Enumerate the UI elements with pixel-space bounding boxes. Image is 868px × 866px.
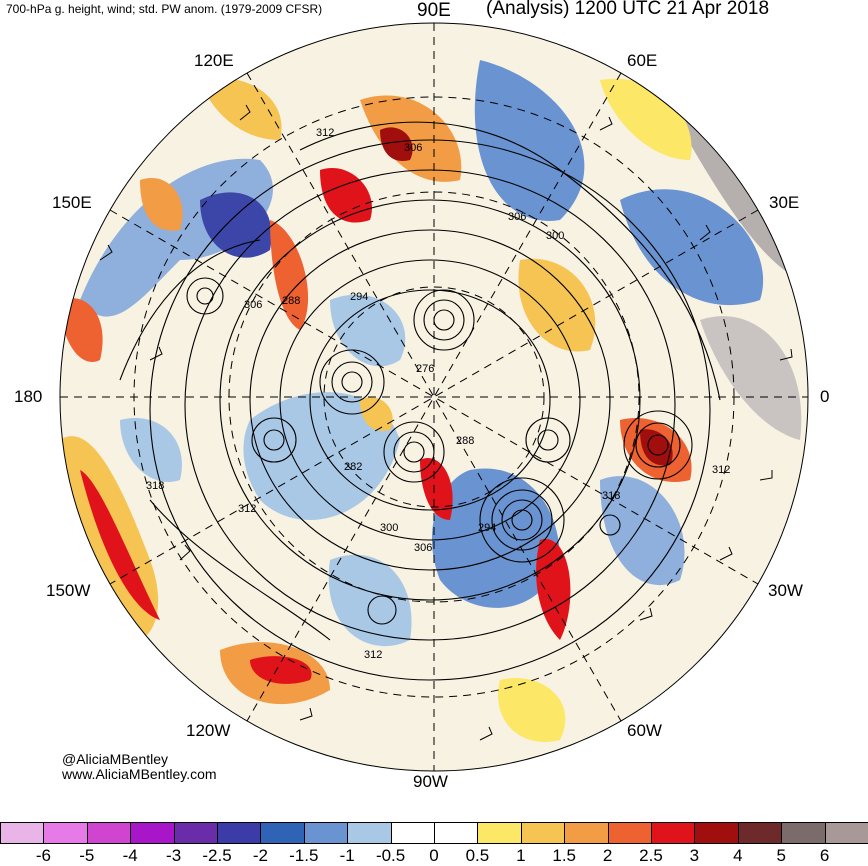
colorbar-tick-label: -0.5 xyxy=(375,846,406,865)
lon-label-180: 180 xyxy=(14,387,43,406)
lon-label-30e: 30E xyxy=(769,193,800,212)
contour-label: 306 xyxy=(414,542,432,554)
colorbar-tick-label: 3 xyxy=(689,846,700,865)
colorbar-tick-label: 6 xyxy=(819,846,830,865)
lon-label-120e: 120E xyxy=(194,51,234,70)
colorbar-tick-label: -3 xyxy=(166,846,182,865)
map-title: 700-hPa g. height, wind; std. PW anom. (… xyxy=(6,2,323,16)
colorbar-box xyxy=(173,822,218,844)
lon-label-90w: 90W xyxy=(413,772,448,791)
contour-label: 306 xyxy=(508,211,526,223)
contour-label: 318 xyxy=(146,480,164,492)
contour-label: 312 xyxy=(712,464,730,476)
colorbar-box xyxy=(824,822,868,844)
colorbar-box xyxy=(651,822,696,844)
colorbar-tick-label: -2 xyxy=(252,846,268,865)
colorbar-box xyxy=(86,822,132,844)
colorbar-tick-label: 2.5 xyxy=(639,846,663,865)
contour-label: 276 xyxy=(416,363,434,375)
colorbar-box xyxy=(564,822,609,844)
contour-label: 288 xyxy=(282,295,300,307)
colorbar-tick-label: -1 xyxy=(339,846,355,865)
anomaly-field xyxy=(60,23,808,771)
lon-label-120w: 120W xyxy=(186,721,231,740)
lon-label-90e: 90E xyxy=(417,0,451,21)
lon-label-60e: 60E xyxy=(627,51,658,70)
colorbar-tick-label: 0 xyxy=(429,846,439,865)
analysis-time: (Analysis) 1200 UTC 21 Apr 2018 xyxy=(486,0,770,19)
colorbar-tick-label: -5 xyxy=(79,846,95,865)
colorbar-tick-label: 2 xyxy=(602,846,613,865)
colorbar-box xyxy=(737,822,783,844)
colorbar-box xyxy=(217,822,262,844)
lon-label-60w: 60W xyxy=(627,721,662,740)
colorbar-tick-label: 5 xyxy=(776,846,786,865)
colorbar-tick-label: -1.5 xyxy=(289,846,319,865)
colorbar-box xyxy=(781,822,826,844)
contour-label: 294 xyxy=(478,522,496,534)
colorbar-tick-label: 1 xyxy=(516,846,526,865)
contour-label: 312 xyxy=(316,127,334,139)
colorbar-box xyxy=(0,822,45,844)
colorbar-box xyxy=(260,822,305,844)
colorbar-tick-label: -4 xyxy=(122,846,138,865)
colorbar-box xyxy=(520,822,566,844)
colorbar-tick-label: -6 xyxy=(35,846,51,865)
contour-label: 300 xyxy=(380,522,398,534)
colorbar-box xyxy=(347,822,392,844)
lon-label-150e: 150E xyxy=(52,193,92,212)
contour-label: 318 xyxy=(602,490,620,502)
contour-label: 312 xyxy=(364,649,382,661)
colorbar-tick-label: 0.5 xyxy=(465,846,490,865)
contour-label: 300 xyxy=(546,230,564,242)
colorbar-box xyxy=(130,822,175,844)
lon-label-30w: 30W xyxy=(768,581,803,600)
lon-label-0: 0 xyxy=(820,387,830,406)
credit-handle: @AliciaMBentley xyxy=(62,751,169,767)
colorbar-box xyxy=(477,822,522,844)
colorbar-box xyxy=(303,822,349,844)
lon-label-150w: 150W xyxy=(46,581,91,600)
colorbar-box xyxy=(434,822,479,844)
contour-label: 306 xyxy=(404,142,422,154)
contour-label: 294 xyxy=(350,291,368,303)
colorbar-box xyxy=(390,822,435,844)
colorbar-tick-label: 4 xyxy=(733,846,743,865)
contour-label: 306 xyxy=(244,299,262,311)
credit-website: www.AliciaMBentley.com xyxy=(62,766,217,782)
colorbar-tick-label: 1.5 xyxy=(552,846,577,865)
contour-label: 312 xyxy=(238,503,256,515)
colorbar-box xyxy=(607,822,652,844)
contour-label: 282 xyxy=(344,461,362,473)
colorbar-box xyxy=(694,822,739,844)
contour-label: 288 xyxy=(456,435,474,447)
colorbar-box xyxy=(43,822,88,844)
colorbar-tick-label: -2.5 xyxy=(202,846,232,865)
